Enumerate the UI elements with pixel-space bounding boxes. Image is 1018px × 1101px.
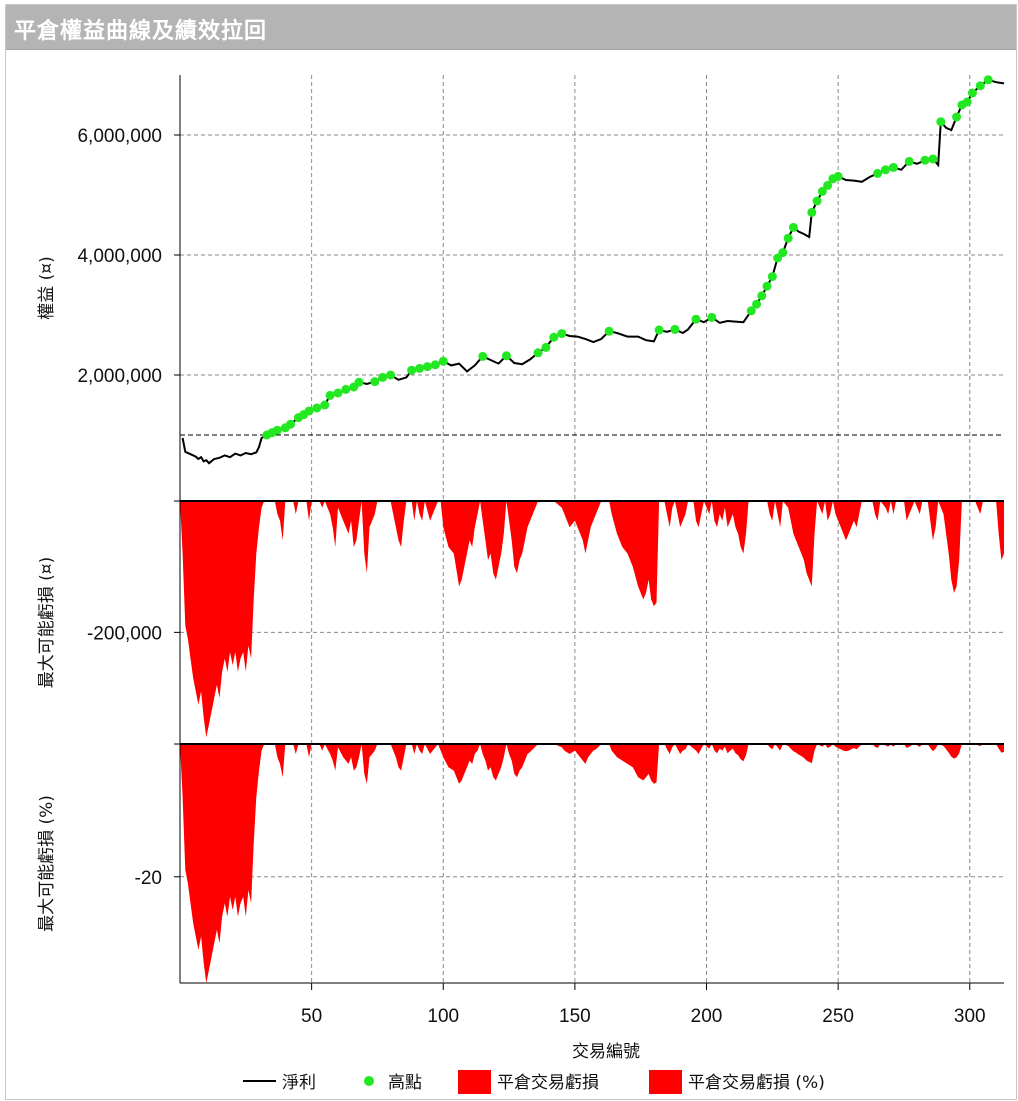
equity-high-point bbox=[967, 88, 977, 98]
legend-net-profit-label: 淨利 bbox=[282, 1073, 316, 1093]
equity-high-point bbox=[962, 97, 972, 107]
equity-high-point bbox=[823, 180, 833, 190]
equity-high-point bbox=[604, 326, 614, 336]
equity-high-point bbox=[936, 117, 946, 127]
equity-high-point bbox=[928, 154, 938, 164]
equity-high-point bbox=[881, 165, 891, 175]
drawdown-value-area bbox=[180, 501, 1004, 738]
equity-high-point bbox=[707, 312, 717, 322]
legend-high-swatch bbox=[364, 1076, 374, 1086]
equity-high-point bbox=[312, 403, 322, 413]
equity-high-point bbox=[752, 299, 762, 309]
equity-high-point bbox=[952, 112, 962, 122]
y-axis-label: 最大可能虧損 (%) bbox=[37, 795, 57, 932]
legend-drawdown-pct-swatch bbox=[649, 1070, 682, 1094]
equity-high-point bbox=[430, 360, 440, 370]
equity-high-point bbox=[983, 75, 993, 85]
equity-high-point bbox=[654, 325, 664, 335]
equity-high-point bbox=[807, 207, 817, 217]
equity-high-point bbox=[670, 324, 680, 334]
y-axis-label: 最大可能虧損 (¤) bbox=[37, 557, 57, 688]
equity-high-point bbox=[386, 370, 396, 380]
equity-high-point bbox=[533, 348, 543, 358]
equity-high-point bbox=[767, 272, 777, 282]
equity-high-point bbox=[370, 377, 380, 387]
y-axis-label: 權益 (¤) bbox=[37, 256, 57, 319]
equity-high-point bbox=[833, 171, 843, 181]
equity-high-point bbox=[415, 363, 425, 373]
y-tick-label: 6,000,000 bbox=[77, 126, 162, 147]
equity-high-point bbox=[333, 388, 343, 398]
equity-high-point bbox=[557, 329, 567, 339]
equity-high-point bbox=[541, 342, 551, 352]
equity-high-point bbox=[407, 365, 417, 375]
legend-drawdown-swatch bbox=[458, 1070, 491, 1094]
x-tick-label: 50 bbox=[301, 1006, 322, 1027]
equity-high-point bbox=[904, 156, 914, 166]
equity-high-point bbox=[438, 356, 448, 366]
x-tick-label: 300 bbox=[954, 1006, 986, 1027]
x-axis-label: 交易編號 bbox=[572, 1042, 640, 1062]
y-tick-label: 2,000,000 bbox=[77, 366, 162, 387]
equity-high-point bbox=[501, 351, 511, 361]
equity-high-point bbox=[378, 372, 388, 382]
equity-high-point bbox=[783, 233, 793, 243]
equity-high-point bbox=[354, 377, 364, 387]
y-tick-label: -200,000 bbox=[87, 623, 162, 644]
title-bar: 平倉權益曲線及績效拉回 bbox=[6, 5, 1016, 50]
net-profit-line bbox=[181, 78, 1005, 465]
x-tick-label: 200 bbox=[691, 1006, 723, 1027]
equity-high-point bbox=[975, 81, 985, 91]
equity-high-point bbox=[549, 332, 559, 342]
equity-high-point bbox=[762, 281, 772, 291]
equity-high-point bbox=[341, 384, 351, 394]
equity-high-point bbox=[746, 306, 756, 316]
legend-drawdown-pct-label: 平倉交易虧損 (%) bbox=[688, 1073, 825, 1093]
equity-high-point bbox=[778, 248, 788, 258]
chart-window: 平倉權益曲線及績效拉回 bbox=[5, 4, 1017, 1100]
x-tick-label: 100 bbox=[427, 1006, 459, 1027]
equity-high-point bbox=[691, 314, 701, 324]
window-title: 平倉權益曲線及績效拉回 bbox=[14, 19, 268, 44]
equity-high-point bbox=[304, 406, 314, 416]
equity-high-point bbox=[788, 222, 798, 232]
legend-high-label: 高點 bbox=[388, 1073, 422, 1093]
x-tick-label: 250 bbox=[822, 1006, 854, 1027]
equity-high-point bbox=[812, 196, 822, 206]
legend-drawdown-label: 平倉交易虧損 bbox=[497, 1073, 599, 1093]
equity-high-point bbox=[422, 362, 432, 372]
equity-high-point bbox=[817, 186, 827, 196]
equity-high-point bbox=[286, 419, 296, 429]
equity-high-point bbox=[272, 425, 282, 435]
drawdown-percent-area bbox=[180, 744, 1004, 983]
equity-high-point bbox=[888, 162, 898, 172]
equity-high-point bbox=[920, 155, 930, 165]
equity-high-point bbox=[873, 168, 883, 178]
y-tick-label: 4,000,000 bbox=[77, 246, 162, 267]
equity-high-point bbox=[320, 400, 330, 410]
equity-high-point bbox=[325, 390, 335, 400]
y-tick-label: -20 bbox=[135, 868, 162, 889]
x-tick-label: 150 bbox=[559, 1006, 591, 1027]
equity-high-point bbox=[478, 351, 488, 361]
equity-high-point bbox=[757, 291, 767, 301]
